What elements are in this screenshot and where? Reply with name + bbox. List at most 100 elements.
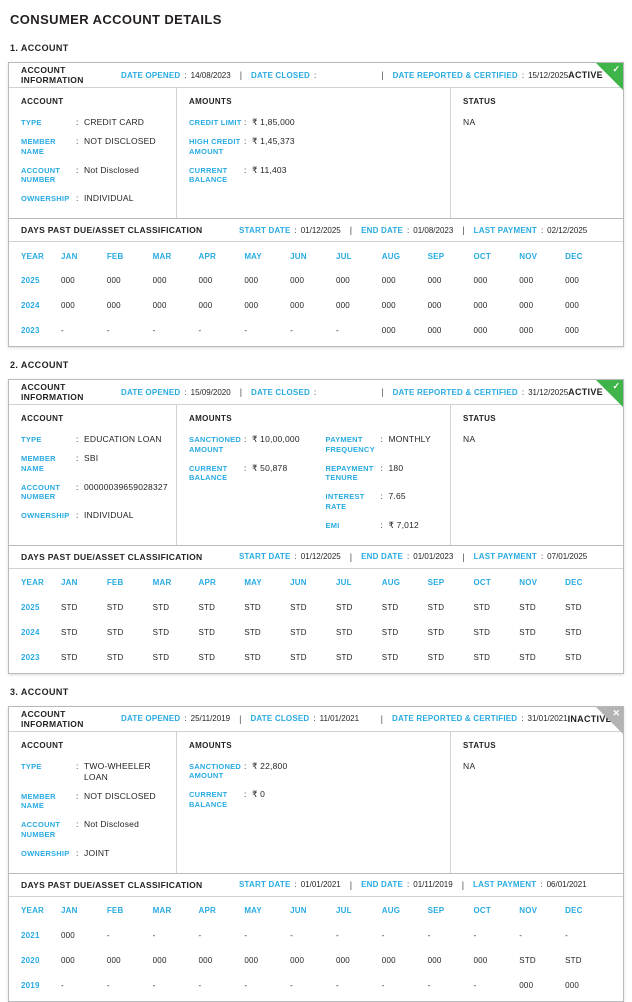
dpd-value-cell: STD [106,652,124,662]
account-info-header: ACCOUNT INFORMATION DATE OPENED : 14/08/… [9,63,623,88]
last-payment-value: 06/01/2021 [546,880,587,890]
date-closed: DATE CLOSED : [251,71,372,80]
dpd-value-cell: - [335,326,339,336]
end-date-value: 01/08/2023 [413,225,454,235]
dpd-end-date: END DATE : 01/01/2023 [361,552,453,561]
dpd-value-cell: STD [290,602,307,612]
dpd-value-cell: - [198,930,202,940]
dpd-value-cell: 000 [519,301,534,311]
colon: : [407,880,410,890]
colon: : [540,880,543,890]
colon: : [76,847,79,858]
dpd-header: DAYS PAST DUE/ASSET CLASSIFICATION START… [9,544,623,569]
amounts-column-title: AMOUNTS [189,414,232,424]
dpd-value-cell: 000 [61,930,75,940]
field-row: CURRENT BALANCE : ₹ 50,878 [189,463,310,484]
colon: : [244,136,247,147]
field-row: MEMBER NAME : NOT DISCLOSED [21,791,168,812]
dpd-month-header: DEC [565,906,583,916]
colon: : [407,552,410,562]
field-row: OWNERSHIP : INDIVIDUAL [21,193,168,204]
dpd-year-header: YEAR [21,251,45,261]
field-row: ACCOUNT NUMBER : Not Disclosed [21,165,168,186]
dpd-table: YEAR JAN FEB MAR APR MAY JUN JUL AUG SEP OCT NOV DE… [9,242,623,346]
dpd-value-cell: 000 [290,955,305,965]
dpd-month-header: JUN [290,578,307,588]
dpd-rows: 2025 000 000 000 000 000 000 000 000 000 000 000 000… [21,268,611,343]
colon: : [313,714,316,724]
dpd-month-header: JAN [61,578,78,588]
dpd-month-header: AUG [381,906,401,916]
separator: | [349,225,353,236]
dpd-value-cell: STD [198,652,216,662]
dpd-month-header: JUL [335,906,352,916]
dpd-value-cell: - [61,980,64,990]
dpd-month-header: MAR [152,578,172,588]
colon: : [184,714,187,724]
dpd-data-row: 2023 STD STD STD STD STD STD STD STD STD STD STD STD [21,645,611,670]
dpd-month-header: APR [198,251,216,261]
dpd-value-cell: 000 [427,955,442,965]
field-row: OWNERSHIP : INDIVIDUAL [21,510,168,521]
colon: : [380,491,383,502]
dpd-last-payment: LAST PAYMENT : 02/12/2025 [474,226,588,235]
dpd-value-cell: - [519,930,523,940]
status-column-title: STATUS [463,97,496,106]
colon: : [244,164,247,175]
dpd-header: DAYS PAST DUE/ASSET CLASSIFICATION START… [9,218,623,243]
dpd-value-cell: 000 [381,326,396,336]
dpd-value-cell: 000 [381,301,396,311]
status-column-title: STATUS [463,740,496,750]
dpd-month-header: DEC [565,251,583,261]
colon: : [313,70,317,80]
dpd-value-cell: 000 [427,276,442,286]
dpd-title: DAYS PAST DUE/ASSET CLASSIFICATION [21,551,203,562]
account-section: 2. ACCOUNT ACCOUNT INFORMATION DATE OPEN… [8,360,624,674]
amounts-subcolumn-1: AMOUNTS SANCTIONED AMOUNT : ₹ 10,00,000 … [177,405,314,545]
account-column-title: ACCOUNT [21,740,64,750]
dpd-value-cell: 000 [473,276,488,286]
field-row: EMI : ₹ 7,012 [326,520,447,531]
account-info-header: ACCOUNT INFORMATION DATE OPENED : 15/09/… [9,380,623,406]
field-row: INTEREST RATE : 7.65 [326,491,447,512]
account-column-title: ACCOUNT [21,97,64,106]
field-label: ACCOUNT NUMBER [21,165,61,185]
colon: : [380,462,383,473]
dpd-last-payment: LAST PAYMENT : 07/01/2025 [474,552,588,561]
amounts-column: AMOUNTS CREDIT LIMIT : ₹ 1,85,000 HIGH C… [177,88,451,219]
dpd-value-cell: STD [565,955,582,965]
date-reported-certified-label: DATE REPORTED & CERTIFIED [392,387,518,397]
dpd-value-cell: - [565,930,568,940]
dpd-month-header: OCT [473,578,491,588]
field-label: TYPE [21,435,42,445]
field-label: CURRENT BALANCE [189,790,228,809]
dpd-value-cell: STD [381,652,399,662]
field-label: SANCTIONED AMOUNT [189,435,242,454]
colon: : [313,387,317,397]
dpd-month-header: MAY [244,578,262,588]
colon: : [380,519,383,530]
colon: : [76,790,79,801]
dpd-year-cell: 2025 [21,276,40,286]
dpd-value-cell: STD [473,627,491,637]
dpd-value-cell: STD [473,602,491,612]
dpd-value-cell: STD [381,602,399,612]
field-value: INDIVIDUAL [84,193,134,204]
dpd-title: DAYS PAST DUE/ASSET CLASSIFICATION [21,225,203,236]
dpd-value-cell: 000 [519,276,534,286]
account-section-label: 3. ACCOUNT [10,686,69,697]
status-badge: INACTIVE [567,713,612,724]
dpd-value-cell: STD [290,627,307,637]
colon: : [244,760,247,771]
amount-fields-1: SANCTIONED AMOUNT : ₹ 22,800 CURRENT BAL… [189,761,446,810]
dpd-value-cell: 000 [106,276,121,286]
dpd-value-cell: - [152,930,156,940]
colon: : [76,136,79,147]
account-box: ACCOUNT INFORMATION DATE OPENED : 15/09/… [8,379,624,674]
account-column: ACCOUNT TYPE : EDUCATION LOAN MEMBER NAM… [9,405,177,545]
page-title: CONSUMER ACCOUNT DETAILS [10,12,222,27]
field-row: CURRENT BALANCE : ₹ 0 [189,789,446,810]
colon: : [76,760,79,771]
field-label: REPAYMENT TENURE [325,463,374,483]
colon: : [244,789,247,800]
